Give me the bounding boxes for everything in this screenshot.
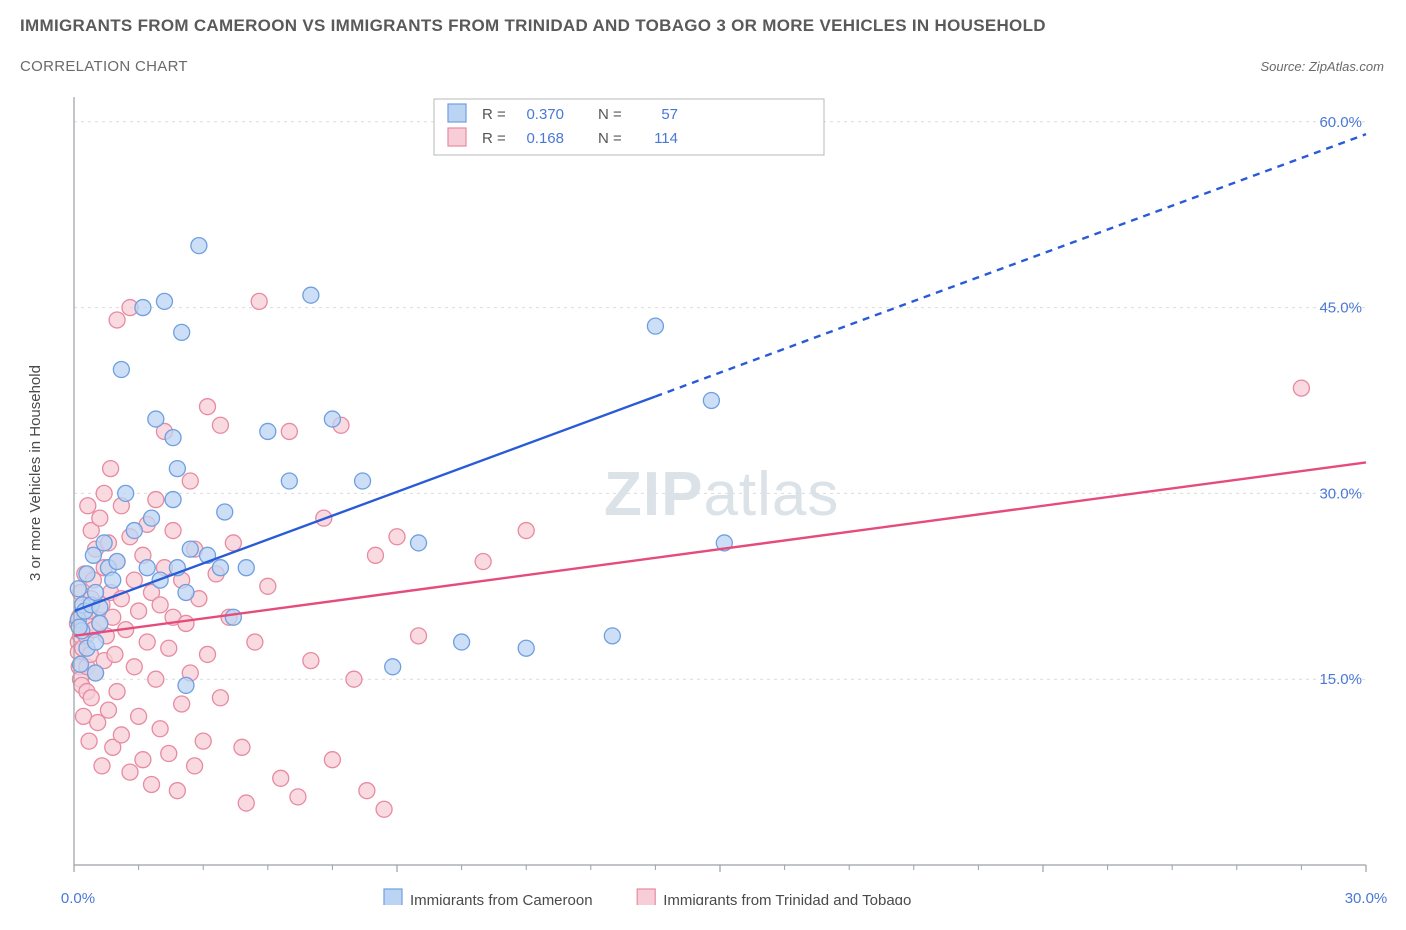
svg-text:R =: R =: [482, 130, 506, 147]
page-title: IMMIGRANTS FROM CAMEROON VS IMMIGRANTS F…: [20, 16, 1386, 36]
svg-text:114: 114: [654, 130, 678, 147]
page-subtitle: CORRELATION CHART: [20, 58, 188, 75]
correlation-chart: ZIPatlas 0.0% 30.0% 15.0% 30.0% 45.0% 60.0% 3 o…: [14, 85, 1392, 905]
svg-text:3 or more Vehicles in Househol: 3 or more Vehicles in Household: [27, 365, 44, 581]
svg-text:N =: N =: [598, 106, 622, 123]
svg-text:Immigrants from Cameroon: Immigrants from Cameroon: [410, 892, 593, 905]
svg-text:R =: R =: [482, 106, 506, 123]
svg-text:30.0%: 30.0%: [1345, 890, 1388, 905]
svg-text:Immigrants from Trinidad and T: Immigrants from Trinidad and Tobago: [663, 892, 911, 905]
svg-text:0.370: 0.370: [526, 106, 564, 123]
svg-text:30.0%: 30.0%: [1319, 485, 1362, 502]
svg-text:0.0%: 0.0%: [61, 890, 95, 905]
svg-text:15.0%: 15.0%: [1319, 671, 1362, 688]
svg-text:57: 57: [661, 106, 678, 123]
svg-text:ZIPatlas: ZIPatlas: [604, 460, 839, 529]
svg-text:45.0%: 45.0%: [1319, 300, 1362, 317]
source-credit: Source: ZipAtlas.com: [1260, 59, 1384, 74]
svg-text:0.168: 0.168: [526, 130, 564, 147]
svg-text:N =: N =: [598, 130, 622, 147]
svg-text:60.0%: 60.0%: [1319, 114, 1362, 131]
